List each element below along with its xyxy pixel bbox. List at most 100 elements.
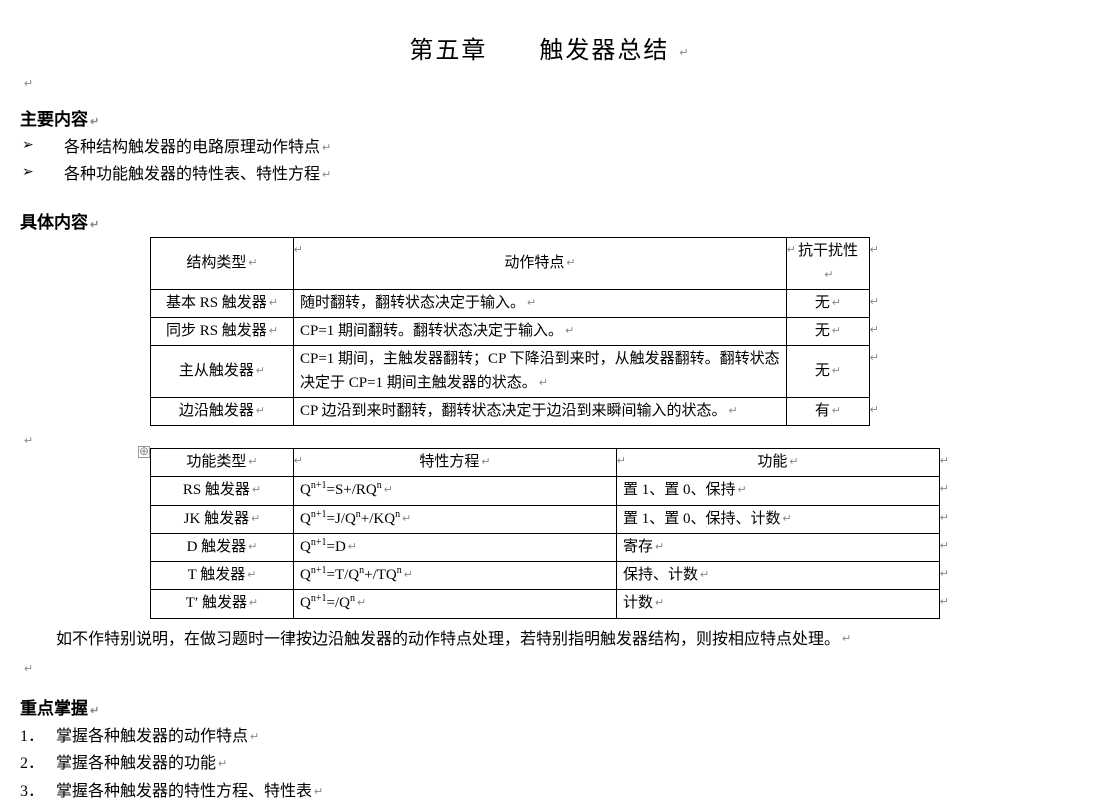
return-mark-icon: ↵ <box>727 405 738 417</box>
return-mark-icon: ↵ <box>88 219 99 231</box>
bullet-text: 各种功能触发器的特性表、特性方程 <box>64 166 320 183</box>
struct-type-cell: 主从触发器↵ <box>151 346 294 398</box>
return-mark-icon: ↵ <box>247 597 258 609</box>
equation-cell: Qn+1=D↵ <box>294 533 617 561</box>
table-row: T′ 触发器↵Qn+1=/Qn↵计数↵↵ <box>151 590 940 618</box>
cell-mark-icon: ↵ <box>870 350 879 367</box>
return-mark-icon: ↵ <box>346 541 357 553</box>
list-number: 1． <box>20 723 56 750</box>
bullet-item: 各种结构触发器的电路原理动作特点↵ <box>20 134 1080 161</box>
structure-table-wrap: 结构类型↵↵动作特点↵↵抗干扰性↵↵基本 RS 触发器↵随时翻转，翻转状态决定于… <box>20 237 1080 426</box>
return-mark-icon: ↵ <box>355 597 366 609</box>
table-header: 特性方程↵↵ <box>294 449 617 477</box>
return-mark-icon: ↵ <box>249 513 260 525</box>
return-mark-icon: ↵ <box>245 569 256 581</box>
detail-content-heading: 具体内容↵ <box>20 208 1080 233</box>
return-mark-icon: ↵ <box>564 257 575 269</box>
list-text: 掌握各种触发器的动作特点 <box>56 728 248 745</box>
noise-cell: 无↵↵ <box>787 318 870 346</box>
func-type-cell: T 触发器↵ <box>151 562 294 590</box>
cell-mark-icon: ↵ <box>940 453 949 470</box>
return-mark-icon: ↵ <box>246 456 257 468</box>
noise-cell: 无↵↵ <box>787 289 870 317</box>
note-text: 如不作特别说明，在做习题时一律按边沿触发器的动作特点处理，若特别指明触发器结构，… <box>56 631 840 648</box>
return-mark-icon: ↵ <box>312 786 323 798</box>
return-mark-icon: ↵ <box>254 365 265 377</box>
return-mark-icon: ↵ <box>840 633 851 645</box>
list-text: 掌握各种触发器的功能 <box>56 755 216 772</box>
return-mark-icon: ↵ <box>250 484 261 496</box>
action-cell: CP 边沿到来时翻转，翻转状态决定于边沿到来瞬间输入的状态。↵ <box>294 397 787 425</box>
function-table-wrap: ⊕ 功能类型↵↵特性方程↵↵功能↵↵RS 触发器↵Qn+1=S+/RQn↵置 1… <box>20 448 1080 619</box>
func-type-cell: RS 触发器↵ <box>151 477 294 505</box>
table-header: 功能↵↵ <box>617 449 940 477</box>
return-mark-icon: ↵ <box>400 513 411 525</box>
return-mark-icon: ↵ <box>830 365 841 377</box>
cell-mark-icon: ↵ <box>940 566 949 583</box>
return-mark-icon: ↵ <box>787 456 798 468</box>
cell-mark-icon: ↵ <box>940 481 949 498</box>
table-row: JK 触发器↵Qn+1=J/Qn+/KQn↵置 1、置 0、保持、计数↵↵ <box>151 505 940 533</box>
cell-mark-icon: ↵ <box>940 538 949 555</box>
equation-cell: Qn+1=J/Qn+/KQn↵ <box>294 505 617 533</box>
function-cell: 置 1、置 0、保持↵↵ <box>617 477 940 505</box>
table-anchor-icon: ⊕ <box>138 446 150 458</box>
function-table: 功能类型↵↵特性方程↵↵功能↵↵RS 触发器↵Qn+1=S+/RQn↵置 1、置… <box>150 448 940 619</box>
list-text: 掌握各种触发器的特性方程、特性表 <box>56 783 312 800</box>
return-mark-icon: ↵ <box>320 142 331 154</box>
grasp-heading: 重点掌握↵ <box>20 694 1080 719</box>
table-header: 功能类型↵↵ <box>151 449 294 477</box>
structure-table: 结构类型↵↵动作特点↵↵抗干扰性↵↵基本 RS 触发器↵随时翻转，翻转状态决定于… <box>150 237 870 426</box>
table-row: T 触发器↵Qn+1=T/Qn+/TQn↵保持、计数↵↵ <box>151 562 940 590</box>
main-bullet-list: 各种结构触发器的电路原理动作特点↵ 各种功能触发器的特性表、特性方程↵ <box>20 134 1080 188</box>
main-content-heading: 主要内容↵ <box>20 105 1080 130</box>
equation-cell: Qn+1=S+/RQn↵ <box>294 477 617 505</box>
return-mark-icon: ↵ <box>88 705 99 717</box>
action-cell: 随时翻转，翻转状态决定于输入。↵ <box>294 289 787 317</box>
return-mark-icon: ↵ <box>830 405 841 417</box>
return-mark-icon: ↵ <box>24 77 33 90</box>
equation-cell: Qn+1=T/Qn+/TQn↵ <box>294 562 617 590</box>
table-row: RS 触发器↵Qn+1=S+/RQn↵置 1、置 0、保持↵↵ <box>151 477 940 505</box>
function-cell: 保持、计数↵↵ <box>617 562 940 590</box>
list-item: 3．掌握各种触发器的特性方程、特性表↵ <box>20 778 1080 805</box>
heading-text: 重点掌握 <box>20 699 88 718</box>
return-mark-icon: ↵ <box>216 758 227 770</box>
noise-cell: 有↵↵ <box>787 397 870 425</box>
table-row: 基本 RS 触发器↵随时翻转，翻转状态决定于输入。↵无↵↵ <box>151 289 870 317</box>
struct-type-cell: 基本 RS 触发器↵ <box>151 289 294 317</box>
cell-mark-icon: ↵ <box>870 242 879 259</box>
return-mark-icon: ↵ <box>246 257 257 269</box>
return-mark-icon: ↵ <box>830 297 841 309</box>
heading-text: 具体内容 <box>20 213 88 232</box>
cell-mark-icon: ↵ <box>870 294 879 311</box>
return-mark-icon: ↵ <box>525 297 536 309</box>
func-type-cell: T′ 触发器↵ <box>151 590 294 618</box>
title-text: 第五章 触发器总结 <box>409 38 669 64</box>
return-mark-icon: ↵ <box>698 569 709 581</box>
table-row: D 触发器↵Qn+1=D↵寄存↵↵ <box>151 533 940 561</box>
return-mark-icon: ↵ <box>563 325 574 337</box>
page-title: 第五章 触发器总结 ↵ <box>20 30 1080 65</box>
return-mark-icon: ↵ <box>267 297 278 309</box>
return-mark-icon: ↵ <box>653 541 664 553</box>
cell-mark-icon: ↵ <box>870 402 879 419</box>
cell-mark-icon: ↵ <box>940 510 949 527</box>
function-cell: 计数↵↵ <box>617 590 940 618</box>
list-number: 2． <box>20 750 56 777</box>
heading-text: 主要内容 <box>20 110 88 129</box>
return-mark-icon: ↵ <box>822 269 833 281</box>
return-mark-icon: ↵ <box>653 597 664 609</box>
list-item: 2．掌握各种触发器的功能↵ <box>20 750 1080 777</box>
table-row: 边沿触发器↵CP 边沿到来时翻转，翻转状态决定于边沿到来瞬间输入的状态。↵有↵↵ <box>151 397 870 425</box>
struct-type-cell: 边沿触发器↵ <box>151 397 294 425</box>
return-mark-icon: ↵ <box>781 513 792 525</box>
action-cell: CP=1 期间，主触发器翻转；CP 下降沿到来时，从触发器翻转。翻转状态决定于 … <box>294 346 787 398</box>
return-mark-icon: ↵ <box>736 484 747 496</box>
return-mark-icon: ↵ <box>246 541 257 553</box>
list-number: 3． <box>20 778 56 805</box>
return-mark-icon: ↵ <box>830 325 841 337</box>
cell-mark-icon: ↵ <box>940 594 949 611</box>
return-mark-icon: ↵ <box>382 484 393 496</box>
struct-type-cell: 同步 RS 触发器↵ <box>151 318 294 346</box>
